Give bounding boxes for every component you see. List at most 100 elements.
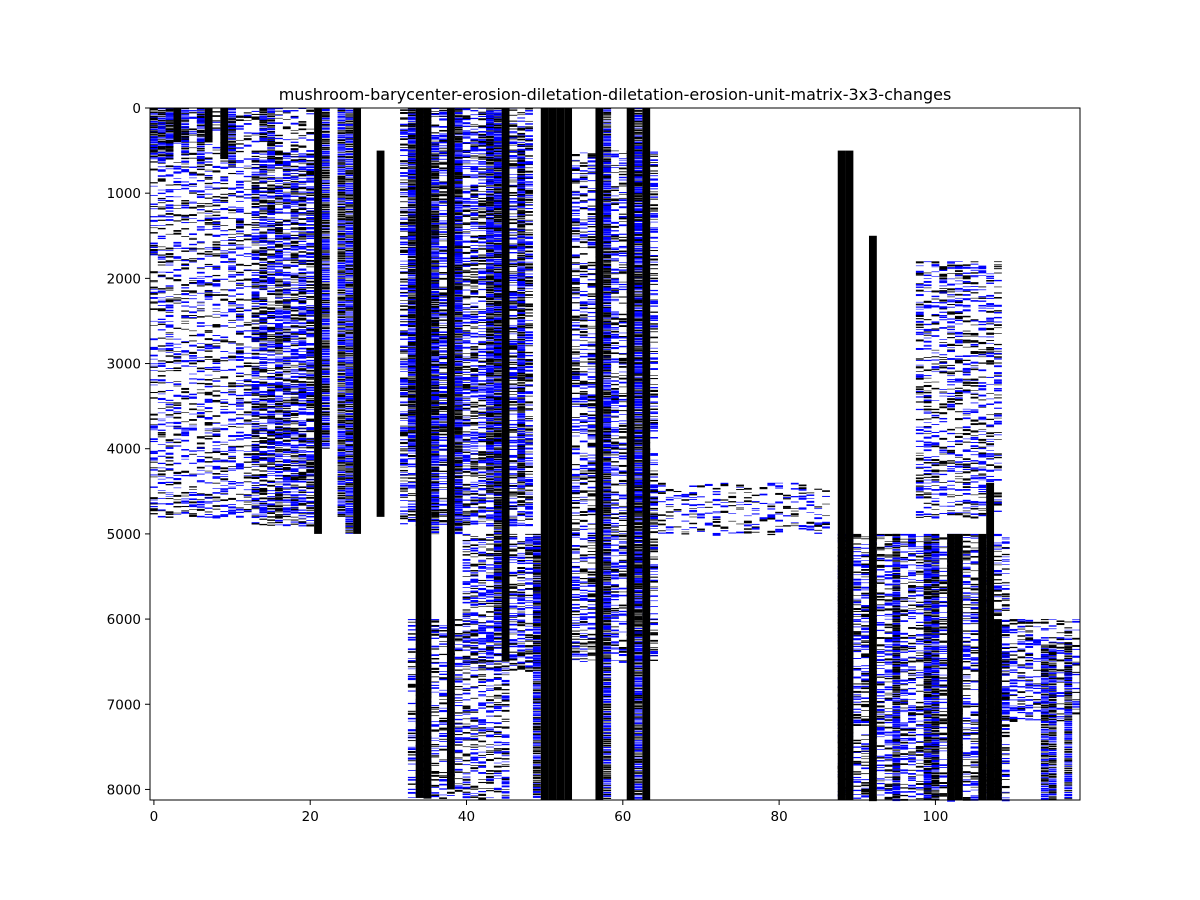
heatmap-cell bbox=[228, 252, 236, 254]
heatmap-cell bbox=[220, 294, 229, 296]
heatmap-cell bbox=[150, 459, 158, 461]
heatmap-cell bbox=[267, 459, 276, 462]
heatmap-cell bbox=[235, 247, 244, 249]
heatmap-cell bbox=[267, 335, 276, 338]
heatmap-cell bbox=[259, 247, 268, 250]
heatmap-cell bbox=[275, 228, 283, 231]
heatmap-cell bbox=[189, 261, 197, 263]
heatmap-cell bbox=[259, 180, 268, 183]
heatmap-cell bbox=[290, 502, 299, 504]
heatmap-cell bbox=[306, 202, 315, 204]
heatmap-cell bbox=[298, 245, 307, 248]
heatmap-cell bbox=[196, 195, 205, 197]
heatmap-cell bbox=[220, 196, 229, 199]
heatmap-cell bbox=[259, 470, 268, 472]
heatmap-cell bbox=[275, 419, 283, 421]
heatmap-cell bbox=[243, 269, 252, 271]
heatmap-cell bbox=[157, 259, 166, 260]
heatmap-cell bbox=[267, 431, 276, 434]
heatmap-cell bbox=[259, 167, 268, 169]
heatmap-cell bbox=[439, 477, 447, 479]
heatmap-cell bbox=[267, 386, 276, 388]
heatmap-cell bbox=[220, 357, 229, 359]
heatmap-cell bbox=[275, 240, 283, 243]
heatmap-cell bbox=[470, 317, 479, 319]
heatmap-cell bbox=[220, 485, 229, 487]
heatmap-cell bbox=[157, 261, 166, 263]
heatmap-cell bbox=[298, 500, 307, 503]
heatmap-cell bbox=[204, 295, 213, 298]
heatmap-cell bbox=[267, 290, 276, 293]
heatmap-cell bbox=[282, 357, 291, 359]
heatmap-cell bbox=[228, 482, 236, 485]
heatmap-cell bbox=[181, 391, 190, 394]
heatmap-cell bbox=[259, 367, 268, 369]
heatmap-cell bbox=[220, 511, 229, 513]
heatmap-cell bbox=[306, 359, 315, 362]
heatmap-cell bbox=[290, 257, 299, 259]
heatmap-cell bbox=[439, 461, 447, 463]
heatmap-cell bbox=[212, 358, 221, 361]
heatmap-cell bbox=[306, 231, 315, 233]
heatmap-cell bbox=[275, 346, 283, 348]
heatmap-cell bbox=[470, 276, 479, 278]
heatmap-cell bbox=[275, 262, 283, 265]
heatmap-cell bbox=[306, 367, 315, 369]
heatmap-cell bbox=[439, 292, 447, 295]
heatmap-cell bbox=[251, 393, 260, 395]
heatmap-cell bbox=[157, 321, 166, 323]
heatmap-cell bbox=[165, 200, 174, 202]
heatmap-cell bbox=[454, 490, 463, 492]
heatmap-cell bbox=[462, 493, 471, 496]
heatmap-cell bbox=[290, 293, 299, 296]
heatmap-cell bbox=[228, 352, 236, 354]
heatmap-cell bbox=[259, 336, 268, 339]
heatmap-cell bbox=[181, 184, 190, 186]
heatmap-cell bbox=[196, 370, 205, 373]
heatmap-cell bbox=[275, 398, 283, 400]
heatmap-cell bbox=[165, 492, 174, 494]
heatmap-cell bbox=[259, 205, 268, 207]
heatmap-cell bbox=[306, 392, 315, 394]
heatmap-cell bbox=[173, 208, 182, 209]
heatmap-cell bbox=[259, 426, 268, 428]
heatmap-cell bbox=[275, 258, 283, 260]
heatmap-cell bbox=[251, 249, 260, 251]
heatmap-cell bbox=[439, 224, 447, 226]
heatmap-cell bbox=[243, 235, 252, 237]
heatmap-cell bbox=[454, 173, 463, 175]
heatmap-cell bbox=[150, 308, 158, 310]
heatmap-cell bbox=[259, 390, 268, 393]
heatmap-cell bbox=[282, 477, 291, 481]
heatmap-cell bbox=[290, 252, 299, 254]
heatmap-cell bbox=[290, 199, 299, 201]
heatmap-cell bbox=[298, 174, 307, 176]
heatmap-cell bbox=[290, 396, 299, 398]
heatmap-cell bbox=[400, 163, 408, 165]
heatmap-cell bbox=[275, 189, 283, 192]
heatmap-cell bbox=[173, 257, 182, 259]
heatmap-cell bbox=[306, 381, 315, 383]
heatmap-cell bbox=[157, 271, 166, 273]
heatmap-cell bbox=[290, 420, 299, 422]
heatmap-cell bbox=[470, 218, 479, 220]
heatmap-cell bbox=[243, 299, 252, 300]
heatmap-cell bbox=[478, 175, 487, 177]
heatmap-cell bbox=[470, 212, 479, 215]
heatmap-cell bbox=[212, 241, 221, 243]
heatmap-cell bbox=[462, 356, 471, 358]
heatmap-cell bbox=[298, 326, 307, 328]
heatmap-cell bbox=[251, 242, 260, 243]
heatmap-cell bbox=[290, 521, 299, 523]
heatmap-cell bbox=[298, 439, 307, 441]
heatmap-cell bbox=[282, 204, 291, 206]
heatmap-cell bbox=[439, 263, 447, 264]
heatmap-cell bbox=[150, 467, 158, 469]
heatmap-cell bbox=[298, 452, 307, 453]
heatmap-cell bbox=[306, 215, 315, 216]
heatmap-cell bbox=[189, 462, 197, 464]
heatmap-cell bbox=[306, 324, 315, 327]
heatmap-cell bbox=[235, 167, 244, 168]
heatmap-cell bbox=[267, 388, 276, 390]
heatmap-cell bbox=[462, 318, 471, 320]
